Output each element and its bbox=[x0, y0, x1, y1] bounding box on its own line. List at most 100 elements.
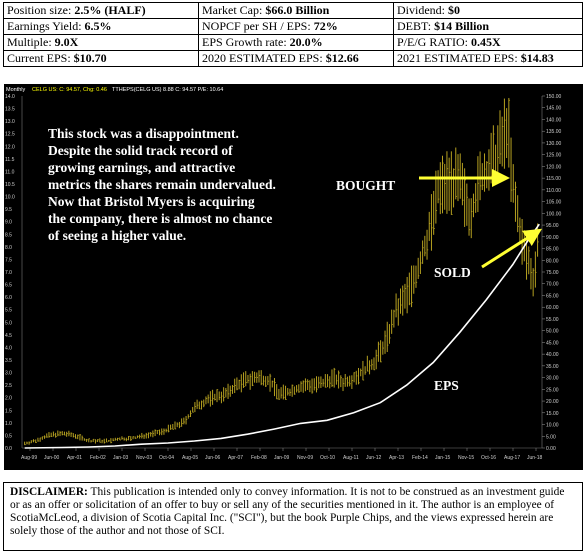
left-tick-label: 0.5 bbox=[5, 433, 12, 439]
metric-cell: 2021 ESTIMATED EPS: $14.83 bbox=[393, 50, 583, 67]
right-tick-label: 90.00 bbox=[546, 235, 559, 241]
left-tick-label: 3.5 bbox=[5, 358, 12, 364]
x-tick-label: Jun-06 bbox=[205, 455, 221, 461]
right-tick-label: 85.00 bbox=[546, 247, 559, 253]
left-tick-label: 10.5 bbox=[5, 182, 15, 188]
metric-value: 0.45X bbox=[471, 35, 501, 49]
chart-description-line: Despite the solid track record of bbox=[48, 143, 233, 158]
x-tick-label: Apr-07 bbox=[228, 455, 243, 461]
disclaimer-heading: DISCLAIMER: bbox=[10, 486, 88, 498]
left-tick-label: 4.0 bbox=[5, 345, 12, 351]
metric-cell: EPS Growth rate: 20.0% bbox=[198, 34, 394, 51]
metric-cell: Multiple: 9.0X bbox=[3, 34, 199, 51]
bought-label: BOUGHT bbox=[336, 178, 395, 193]
metric-label: Dividend: bbox=[397, 3, 448, 17]
x-tick-label: Jun-18 bbox=[527, 455, 543, 461]
right-tick-label: 120.00 bbox=[546, 164, 562, 170]
metric-cell: Earnings Yield: 6.5% bbox=[3, 18, 199, 35]
right-tick-label: 115.00 bbox=[546, 176, 561, 182]
x-tick-label: Jan-15 bbox=[435, 455, 451, 461]
metric-cell: 2020 ESTIMATED EPS: $12.66 bbox=[198, 50, 394, 67]
right-tick-label: 130.00 bbox=[546, 141, 562, 147]
left-tick-label: 14.0 bbox=[5, 94, 15, 100]
right-tick-label: 125.00 bbox=[546, 153, 562, 159]
right-tick-label: 15.00 bbox=[546, 411, 559, 417]
left-tick-label: 13.5 bbox=[5, 107, 15, 113]
metrics-row: Earnings Yield: 6.5% NOPCF per SH / EPS: … bbox=[3, 18, 583, 35]
x-tick-label: Apr-13 bbox=[389, 455, 404, 461]
right-tick-label: 55.00 bbox=[546, 317, 559, 323]
right-tick-label: 140.00 bbox=[546, 117, 562, 123]
x-tick-label: Nov-03 bbox=[136, 455, 152, 461]
metric-cell: Current EPS: $10.70 bbox=[3, 50, 199, 67]
metric-label: NOPCF per SH / EPS: bbox=[202, 19, 314, 33]
right-tick-label: 35.00 bbox=[546, 364, 559, 370]
right-tick-label: 145.00 bbox=[546, 106, 562, 112]
metric-cell: DEBT: $14 Billion bbox=[393, 18, 583, 35]
chart-quote-label: CELG US: C: 94.57, Chg: 0.46 bbox=[32, 87, 107, 93]
chart-description-line: the company, there is almost no chance bbox=[48, 211, 272, 226]
metric-label: P/E/G RATIO: bbox=[397, 35, 472, 49]
x-tick-label: Feb-14 bbox=[412, 455, 428, 461]
left-tick-label: 6.0 bbox=[5, 295, 12, 301]
x-tick-label: Oct-04 bbox=[159, 455, 174, 461]
metrics-row: Current EPS: $10.70 2020 ESTIMATED EPS: $… bbox=[3, 50, 583, 67]
metric-label: DEBT: bbox=[397, 19, 435, 33]
left-tick-label: 4.5 bbox=[5, 333, 12, 339]
metric-value: $14.83 bbox=[520, 51, 554, 65]
right-tick-label: 135.00 bbox=[546, 129, 562, 135]
sold-arrow bbox=[481, 228, 543, 269]
metric-label: Market Cap: bbox=[202, 3, 266, 17]
right-tick-label: 40.00 bbox=[546, 352, 559, 358]
left-tick-label: 0.0 bbox=[5, 446, 12, 452]
left-tick-label: 6.5 bbox=[5, 283, 12, 289]
right-tick-label: 75.00 bbox=[546, 270, 559, 276]
metric-label: Earnings Yield: bbox=[7, 19, 85, 33]
chart-description-line: metrics the shares remain undervalued. bbox=[48, 177, 276, 192]
left-tick-label: 8.0 bbox=[5, 245, 12, 251]
x-tick-label: Aug-99 bbox=[21, 455, 37, 461]
left-tick-label: 2.5 bbox=[5, 383, 12, 389]
metric-value: $10.70 bbox=[73, 51, 107, 65]
left-tick-label: 1.0 bbox=[5, 421, 12, 427]
metrics-table: Position size: 2.5% (HALF) Market Cap: $6… bbox=[3, 2, 583, 67]
metric-value: 20.0% bbox=[289, 35, 323, 49]
metric-value: $66.0 Billion bbox=[265, 3, 330, 17]
right-tick-label: 105.00 bbox=[546, 200, 562, 206]
disclaimer-box: DISCLAIMER: This publication is intended… bbox=[3, 482, 583, 551]
sold-label: SOLD bbox=[434, 265, 471, 280]
metric-value: 9.0X bbox=[54, 35, 79, 49]
eps-label: EPS bbox=[434, 378, 459, 393]
metric-cell: Dividend: $0 bbox=[393, 2, 583, 19]
metric-cell: Position size: 2.5% (HALF) bbox=[3, 2, 199, 19]
x-tick-label: Aug-17 bbox=[504, 455, 520, 461]
left-tick-label: 8.5 bbox=[5, 232, 12, 238]
metric-label: Current EPS: bbox=[7, 51, 74, 65]
left-tick-label: 1.5 bbox=[5, 408, 12, 414]
metric-label: Multiple: bbox=[7, 35, 55, 49]
x-tick-label: Aug-11 bbox=[343, 455, 359, 461]
x-tick-label: Jan-03 bbox=[113, 455, 129, 461]
left-tick-label: 5.5 bbox=[5, 308, 12, 314]
left-tick-label: 11.5 bbox=[5, 157, 15, 163]
metric-cell: NOPCF per SH / EPS: 72% bbox=[198, 18, 394, 35]
right-tick-label: 150.00 bbox=[546, 94, 562, 100]
right-tick-label: 30.00 bbox=[546, 376, 559, 382]
x-tick-label: Nov-15 bbox=[458, 455, 474, 461]
disclaimer-text: This publication is intended only to con… bbox=[10, 486, 565, 537]
right-tick-label: 50.00 bbox=[546, 329, 559, 335]
chart-description-line: This stock was a disappointment. bbox=[48, 126, 239, 141]
metrics-row: Multiple: 9.0X EPS Growth rate: 20.0% P/E/… bbox=[3, 34, 583, 51]
left-tick-label: 12.0 bbox=[5, 144, 15, 150]
metric-cell: P/E/G RATIO: 0.45X bbox=[393, 34, 583, 51]
x-tick-label: Jun-00 bbox=[44, 455, 60, 461]
metrics-row: Position size: 2.5% (HALF) Market Cap: $6… bbox=[3, 2, 583, 19]
x-tick-label: Oct-10 bbox=[320, 455, 335, 461]
metric-value: 2.5% (HALF) bbox=[74, 3, 146, 17]
left-tick-label: 13.0 bbox=[5, 119, 15, 125]
x-tick-label: Apr-01 bbox=[67, 455, 82, 461]
right-tick-label: 20.00 bbox=[546, 399, 559, 405]
left-tick-label: 5.0 bbox=[5, 320, 12, 326]
right-tick-label: 70.00 bbox=[546, 282, 559, 288]
chart-period-label: Monthly bbox=[6, 87, 26, 93]
